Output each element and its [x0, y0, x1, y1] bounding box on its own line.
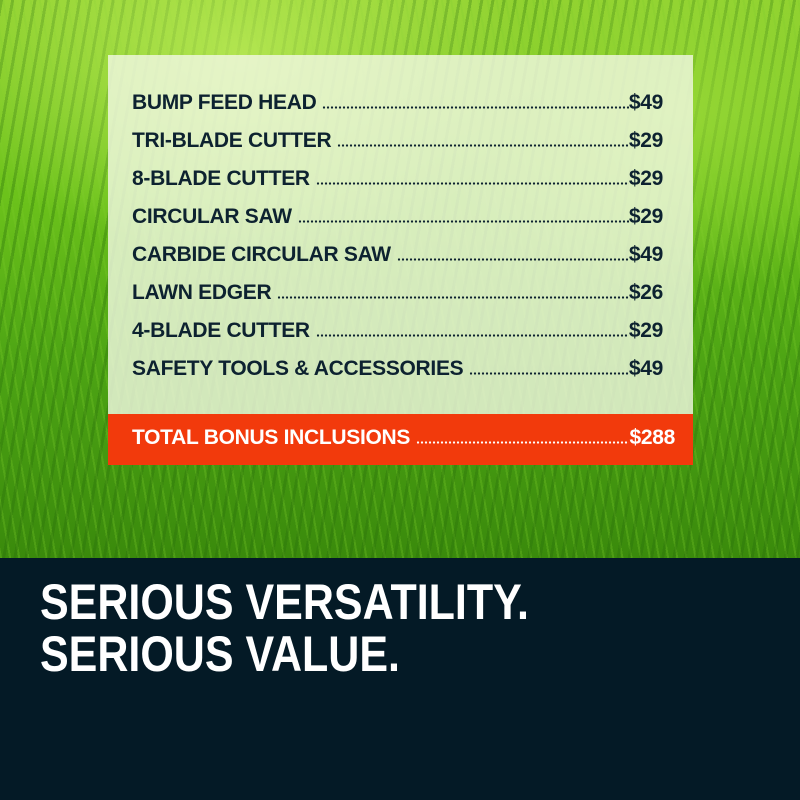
- list-item: CIRCULAR SAW $29: [132, 205, 663, 243]
- item-label: TRI-BLADE CUTTER: [132, 129, 332, 152]
- headline-section: SERIOUS VERSATILITY. SERIOUS VALUE.: [0, 558, 800, 800]
- item-price: $26: [628, 281, 663, 304]
- price-list: BUMP FEED HEAD $49 TRI-BLADE CUTTER $29 8-…: [132, 91, 663, 395]
- list-item: SAFETY TOOLS & ACCESSORIES $49: [132, 357, 663, 395]
- list-item: TRI-BLADE CUTTER $29: [132, 129, 663, 167]
- item-price: $29: [628, 319, 663, 342]
- dot-leader: [396, 258, 629, 261]
- item-label: 4-BLADE CUTTER: [132, 319, 310, 342]
- dot-leader: [277, 296, 629, 299]
- dot-leader: [337, 144, 629, 147]
- total-label: TOTAL BONUS INCLUSIONS: [132, 426, 411, 449]
- item-price: $29: [628, 167, 663, 190]
- list-item: BUMP FEED HEAD $49: [132, 91, 663, 129]
- dot-leader: [322, 106, 629, 109]
- item-label: BUMP FEED HEAD: [132, 91, 317, 114]
- list-item: 8-BLADE CUTTER $29: [132, 167, 663, 205]
- item-price: $49: [628, 357, 663, 380]
- item-label: SAFETY TOOLS & ACCESSORIES: [132, 357, 464, 380]
- item-price: $29: [628, 205, 663, 228]
- item-label: CIRCULAR SAW: [132, 205, 292, 228]
- price-list-panel: BUMP FEED HEAD $49 TRI-BLADE CUTTER $29 8-…: [108, 55, 693, 414]
- item-price: $49: [628, 91, 663, 114]
- list-item: 4-BLADE CUTTER $29: [132, 319, 663, 357]
- item-label: 8-BLADE CUTTER: [132, 167, 310, 190]
- dot-leader: [297, 220, 629, 223]
- headline-line-2: SERIOUS VALUE.: [40, 626, 400, 682]
- item-label: CARBIDE CIRCULAR SAW: [132, 243, 391, 266]
- item-label: LAWN EDGER: [132, 281, 272, 304]
- total-price: $288: [629, 426, 675, 449]
- dot-leader: [469, 372, 629, 375]
- dot-leader: [315, 334, 629, 337]
- list-item: LAWN EDGER $26: [132, 281, 663, 319]
- dot-leader: [315, 182, 629, 185]
- headline: SERIOUS VERSATILITY. SERIOUS VALUE.: [40, 576, 529, 680]
- item-price: $29: [628, 129, 663, 152]
- total-row: TOTAL BONUS INCLUSIONS $288: [132, 426, 675, 464]
- dot-leader: [416, 441, 630, 444]
- list-item: CARBIDE CIRCULAR SAW $49: [132, 243, 663, 281]
- headline-line-1: SERIOUS VERSATILITY.: [40, 574, 530, 630]
- item-price: $49: [628, 243, 663, 266]
- total-bar: TOTAL BONUS INCLUSIONS $288: [108, 414, 693, 465]
